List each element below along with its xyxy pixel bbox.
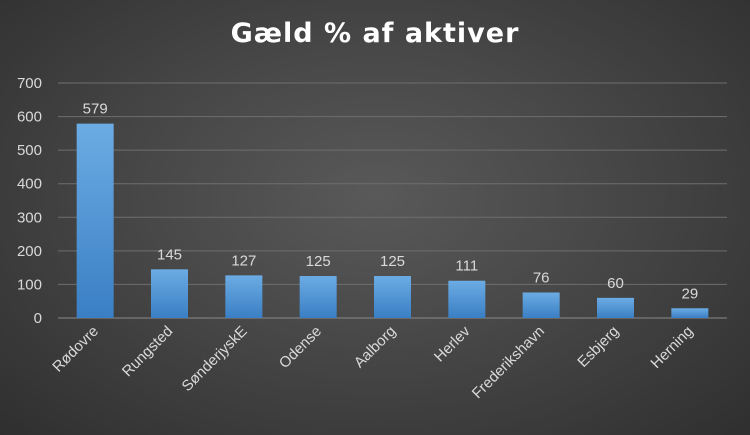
data-label: 29 [681,285,698,302]
x-axis-categories: Rødovre Rungsted SønderjyskE Odense Aalborg H… [49,322,696,402]
data-labels: 579 145 127 125 125 111 76 60 29 [83,101,699,303]
x-category-label: Herlev [431,322,474,365]
data-label: 111 [455,258,478,275]
y-tick-label: 100 [17,276,42,293]
x-category-label: SønderjyskE [179,323,251,395]
y-tick-label: 600 [17,109,42,126]
y-tick-label: 0 [34,310,42,327]
x-category-label: Esbjerg [574,323,622,371]
bar-herning [671,308,709,318]
data-label: 60 [607,275,624,292]
bar-rødovre [76,123,114,318]
data-label: 125 [306,253,331,270]
bar-aalborg [374,276,411,318]
data-label: 125 [380,253,405,270]
data-label: 76 [533,269,550,286]
bar-frederikshavn [522,292,560,318]
x-category-label: Aalborg [351,323,400,372]
y-tick-label: 200 [17,243,42,260]
bars [76,123,709,318]
x-category-label: Odense [276,323,325,372]
y-axis-ticks: 0 100 200 300 400 500 600 700 [17,75,42,327]
bar-odense [299,276,337,318]
bar-herlev [448,280,486,318]
x-category-label: Herning [647,323,696,372]
y-tick-label: 500 [17,142,42,159]
data-label: 127 [231,252,256,269]
bar-esbjerg [597,297,634,318]
y-tick-label: 400 [17,176,42,193]
x-category-label: Frederikshavn [469,323,548,402]
y-tick-label: 700 [17,75,42,92]
y-tick-label: 300 [17,209,42,226]
x-category-label: Rødovre [49,323,102,376]
data-label: 145 [157,246,182,263]
bar-sønderjyske [225,275,263,318]
x-category-label: Rungsted [119,323,176,380]
chart-title: Gæld % af aktiver [230,18,520,49]
bar-rungsted [151,269,188,318]
data-label: 579 [83,101,108,118]
